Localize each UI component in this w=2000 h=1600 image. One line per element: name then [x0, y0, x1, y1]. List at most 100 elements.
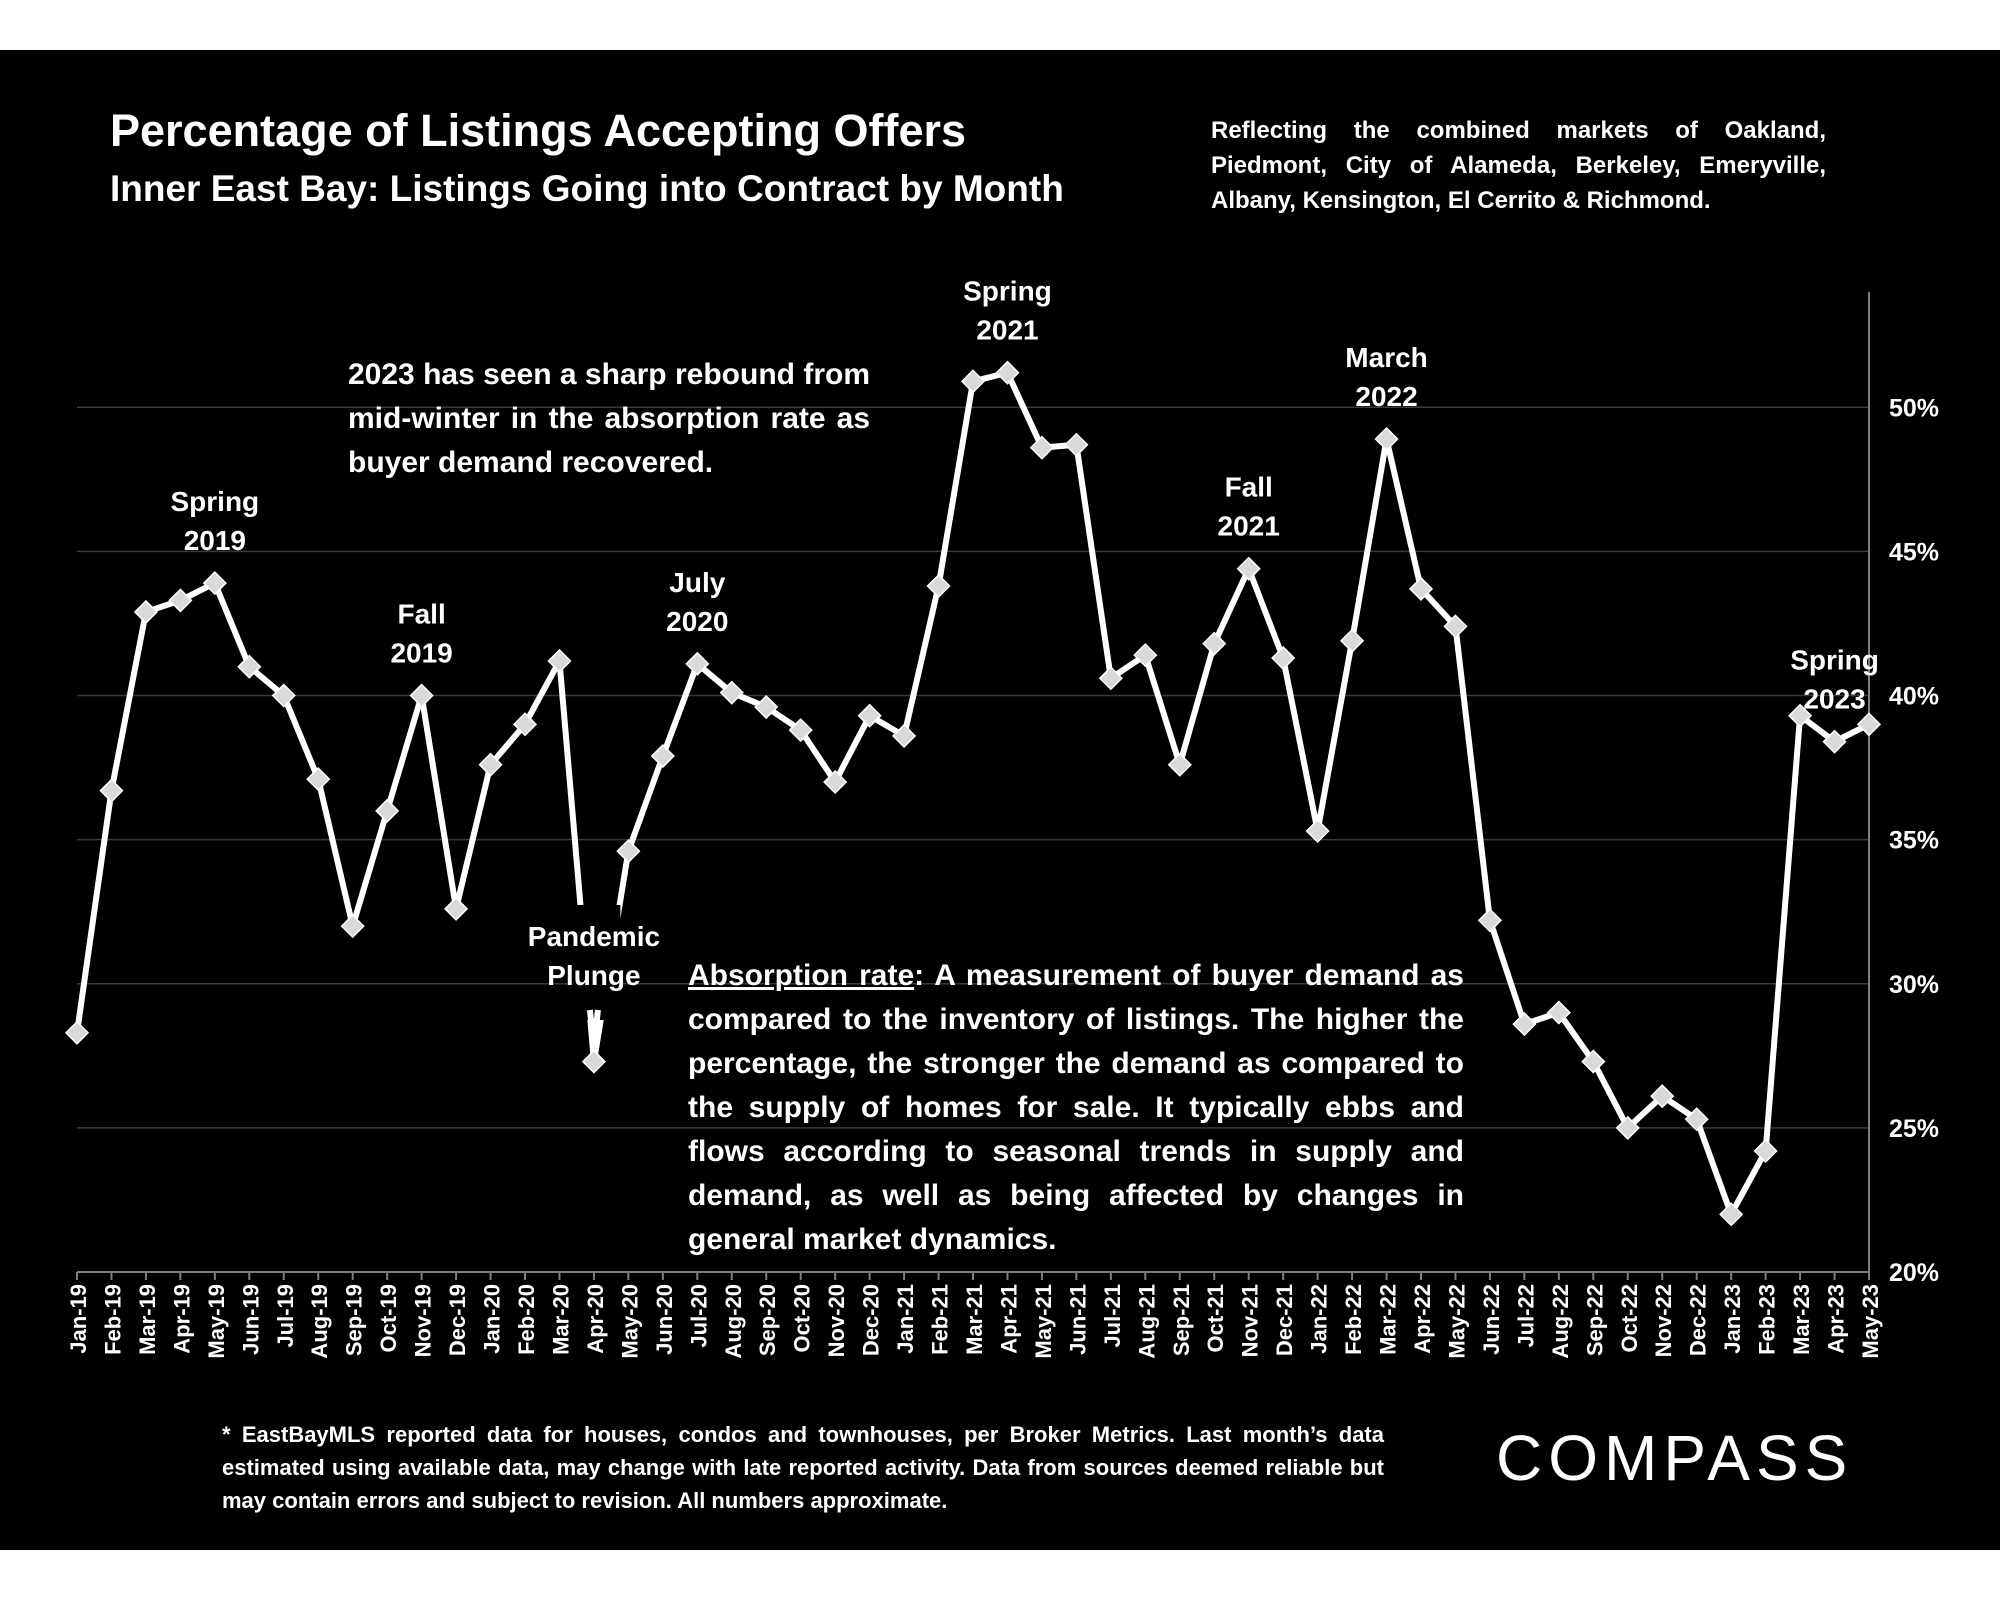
x-tick-label: May-20 — [617, 1284, 642, 1359]
data-point-jun-19 — [237, 654, 262, 679]
x-tick-label: Aug-22 — [1548, 1284, 1573, 1359]
x-tick-label: Sep-20 — [755, 1284, 780, 1356]
x-tick-label: Jan-20 — [480, 1284, 505, 1354]
x-tick-label: Aug-19 — [307, 1284, 332, 1359]
annotation-apr-20: Pandemic Plunge — [528, 921, 660, 991]
data-point-may-21 — [1029, 435, 1054, 460]
data-point-nov-20 — [823, 769, 848, 795]
x-tick-label: Feb-19 — [100, 1284, 125, 1355]
chart-panel — [0, 50, 2000, 1550]
y-tick-label: 45% — [1889, 538, 1939, 566]
definition-term: Absorption rate — [688, 959, 915, 992]
x-tick-label: Sep-21 — [1169, 1284, 1194, 1356]
annotation-label-line: Fall — [1225, 472, 1273, 503]
x-tick-label: Nov-19 — [411, 1284, 436, 1357]
x-tick-label: Dec-19 — [445, 1284, 470, 1356]
annotation-label-line: Spring — [1790, 645, 1879, 676]
data-point-aug-21 — [1133, 643, 1158, 668]
x-tick-label: Apr-22 — [1410, 1284, 1435, 1354]
annotation-jul-20: July 2020 — [666, 567, 728, 637]
chart-subtitle: Inner East Bay: Listings Going into Cont… — [110, 168, 1064, 209]
data-point-oct-20 — [788, 718, 813, 743]
data-point-feb-22 — [1340, 628, 1365, 653]
y-tick-label: 40% — [1889, 683, 1939, 711]
data-point-mar-21 — [960, 369, 986, 394]
x-tick-label: Oct-19 — [376, 1284, 401, 1352]
x-tick-label: Feb-20 — [514, 1284, 539, 1355]
data-point-aug-22 — [1546, 1000, 1571, 1025]
annotation-label-line: 2023 — [1803, 684, 1865, 715]
data-point-apr-22 — [1408, 576, 1434, 601]
data-point-may-19 — [202, 571, 227, 596]
x-tick-label: Oct-22 — [1617, 1284, 1642, 1352]
x-tick-label: Dec-20 — [859, 1284, 884, 1356]
data-point-sep-20 — [754, 694, 779, 720]
data-point-mar-20 — [547, 648, 572, 674]
annotation-label-line: 2019 — [390, 638, 452, 669]
data-point-may-22 — [1443, 614, 1468, 639]
x-tick-label: Jun-19 — [238, 1284, 263, 1355]
data-point-jul-20 — [685, 651, 710, 676]
x-tick-label: Feb-22 — [1341, 1284, 1366, 1355]
x-tick-label: Jun-22 — [1479, 1284, 1504, 1355]
x-tick-label: Apr-20 — [583, 1284, 608, 1354]
y-tick-label: 50% — [1889, 394, 1939, 422]
annotation-label-line: 2021 — [1218, 511, 1280, 542]
data-point-apr-23 — [1822, 729, 1847, 754]
x-tick-label: Jun-21 — [1065, 1284, 1090, 1355]
x-tick-label: Jun-20 — [652, 1284, 677, 1355]
annotation-may-19: Spring 2019 — [171, 486, 260, 556]
absorption-definition: Absorption rate: A measurement of buyer … — [688, 954, 1464, 1262]
x-tick-label: Mar-21 — [962, 1284, 987, 1355]
data-point-jan-19 — [64, 1020, 90, 1045]
x-tick-label: Sep-19 — [342, 1284, 367, 1356]
y-tick-label: 20% — [1889, 1259, 1939, 1287]
x-tick-label: Mar-23 — [1789, 1284, 1814, 1355]
data-point-apr-20 — [581, 1049, 606, 1074]
x-tick-label: Dec-21 — [1272, 1284, 1297, 1356]
y-tick-label: 35% — [1889, 827, 1939, 855]
data-point-nov-22 — [1650, 1084, 1675, 1109]
x-tick-label: Nov-20 — [824, 1284, 849, 1357]
x-tick-label: May-23 — [1858, 1284, 1883, 1359]
data-point-jun-20 — [650, 743, 675, 769]
data-point-jan-22 — [1305, 818, 1330, 844]
compass-logo: COMPASS — [1496, 1422, 1853, 1492]
data-point-sep-21 — [1167, 752, 1192, 777]
footnote: * EastBayMLS reported data for houses, c… — [222, 1422, 1384, 1513]
x-tick-label: Mar-20 — [548, 1284, 573, 1355]
annotation-label-line: 2020 — [666, 606, 728, 637]
data-point-jan-23 — [1719, 1202, 1744, 1227]
logo-wordmark: COMPASS — [1496, 1422, 1853, 1492]
annotation-label-line: 2019 — [184, 525, 246, 556]
data-point-dec-19 — [444, 896, 469, 921]
x-tick-label: Jan-19 — [66, 1284, 91, 1354]
y-tick-label: 30% — [1889, 971, 1939, 999]
annotation-apr-23: Spring 2023 — [1790, 645, 1879, 715]
x-tick-label: Jul-19 — [273, 1284, 298, 1348]
annotation-nov-19: Fall 2019 — [390, 599, 452, 669]
annotation-apr-21: Spring 2021 — [963, 276, 1052, 346]
label-mask — [567, 905, 621, 1020]
data-point-aug-20 — [719, 680, 744, 705]
annotations: Spring 2019 Fall 2019 Pandemic Plunge July 2020… — [171, 276, 1879, 1048]
x-tick-label: Oct-21 — [1203, 1284, 1228, 1352]
x-tick-label: Apr-19 — [169, 1284, 194, 1354]
annotation-label-line: Spring — [963, 276, 1052, 307]
y-tick-label: 25% — [1889, 1115, 1939, 1143]
data-point-apr-21 — [995, 360, 1020, 385]
annotation-nov-21: Fall 2021 — [1218, 472, 1280, 542]
annotation-label-line: Pandemic — [528, 921, 660, 952]
data-point-jan-21 — [892, 723, 917, 748]
data-point-jun-21 — [1064, 432, 1089, 457]
data-point-may-23 — [1856, 712, 1882, 737]
x-tick-label: May-21 — [1031, 1284, 1056, 1359]
annotation-label-line: July — [669, 567, 725, 598]
data-point-sep-19 — [340, 914, 365, 939]
axes — [76, 292, 1870, 1280]
data-point-nov-21 — [1236, 556, 1261, 581]
x-tick-label: May-19 — [204, 1284, 229, 1359]
plunge-pointer — [590, 1009, 601, 1048]
data-point-jul-22 — [1512, 1012, 1537, 1037]
data-point-may-20 — [616, 839, 641, 864]
